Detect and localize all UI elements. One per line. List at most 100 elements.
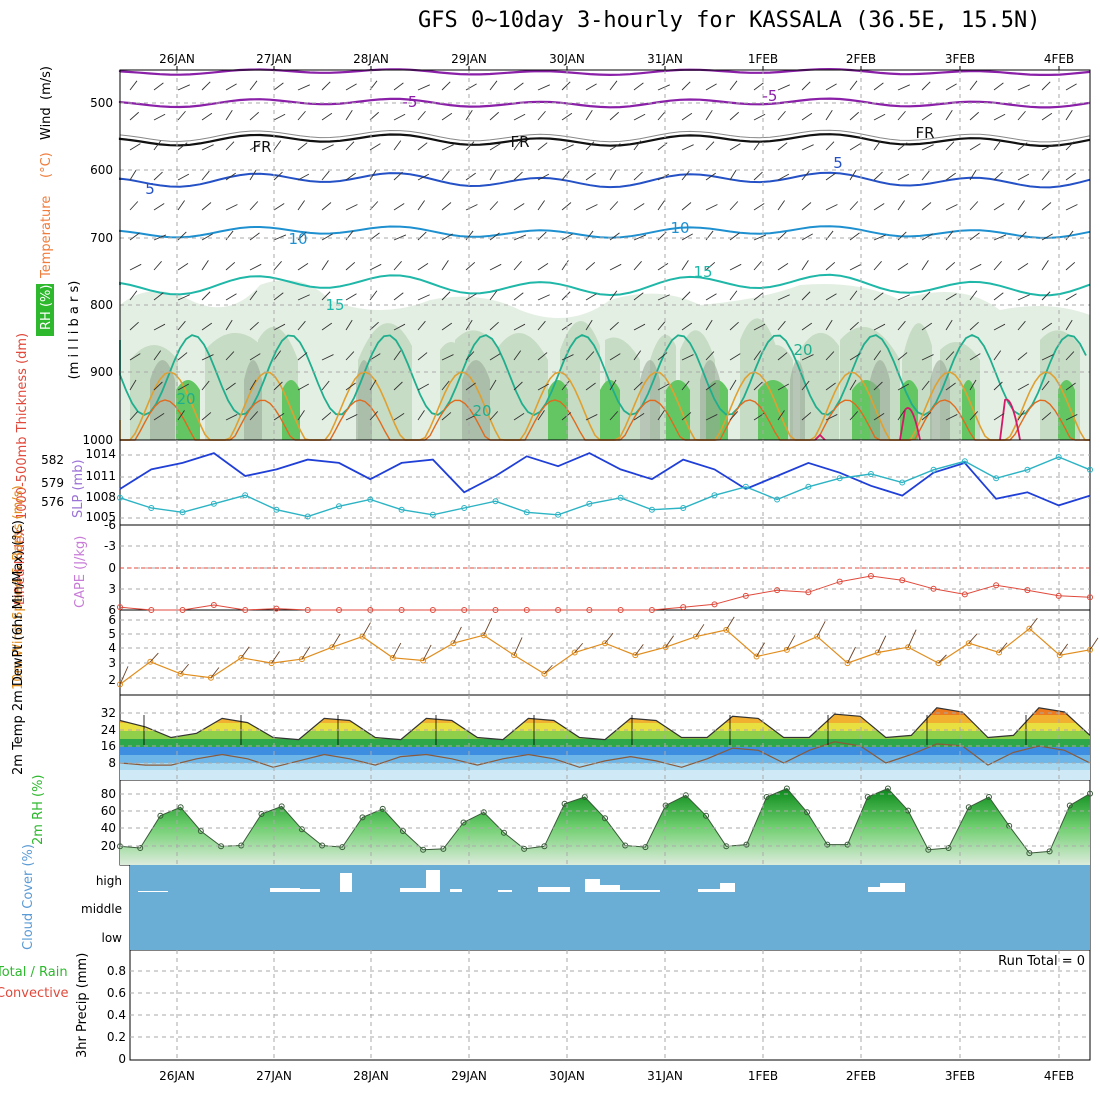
- wind10m-line-point: [965, 640, 972, 647]
- wind-barb: [681, 354, 694, 361]
- wind-barb: [489, 201, 499, 211]
- wind-barb: [753, 234, 767, 241]
- cloud-bar: [868, 887, 880, 892]
- wind-barb: [249, 201, 259, 211]
- wind-barb: [489, 232, 500, 241]
- wind-barb: [297, 410, 305, 421]
- lifted-index-line-point: [304, 607, 311, 613]
- wind-barb: [945, 293, 957, 301]
- wind-barb: [201, 412, 212, 421]
- pressure-axis-label: (m i l l i b a r s): [67, 281, 82, 380]
- wind-barb: [945, 319, 953, 331]
- wind-barb: [657, 262, 669, 271]
- wind10m-barb: [544, 664, 553, 675]
- thickness-line-point: [1024, 466, 1031, 473]
- wind-barb: [921, 260, 929, 271]
- wind-barb: [1065, 204, 1078, 211]
- wind-barb: [129, 201, 139, 211]
- wind-barb: [489, 80, 498, 91]
- lifted-index-line-point: [1087, 594, 1093, 601]
- wind-barb: [273, 140, 282, 151]
- temp-band: [120, 730, 1090, 739]
- wind-barb: [1065, 351, 1075, 361]
- rh-shading-dark: [700, 360, 720, 440]
- wind-barb: [537, 173, 550, 181]
- wind-barb: [681, 112, 693, 121]
- wind-barb: [969, 111, 979, 121]
- wind10m-line-point: [874, 649, 881, 656]
- wind-barb: [705, 172, 716, 181]
- temp-band: [120, 714, 1090, 723]
- wind-barb: [945, 351, 955, 361]
- wind-barb: [201, 322, 213, 331]
- temp-band: [120, 762, 1090, 771]
- wind-barb: [849, 290, 858, 301]
- lifted-index-line-point: [836, 578, 843, 585]
- wind10m-barb: [210, 667, 220, 679]
- precip-tick: 0.8: [107, 964, 126, 978]
- wind10m-barb: [847, 646, 856, 664]
- wind10m-barb: [695, 624, 705, 637]
- rh2m-line-point: [238, 842, 245, 849]
- wind-barb: [969, 80, 978, 91]
- wind-barb: [969, 232, 980, 241]
- thickness-line-point: [304, 513, 311, 520]
- wind-barb: [753, 381, 763, 391]
- wind-barb: [585, 293, 597, 301]
- thickness-line-point: [461, 505, 468, 511]
- rh2m-line-point: [622, 842, 629, 849]
- wind10m-barb: [392, 642, 402, 659]
- wind-barb: [297, 294, 310, 301]
- wind-barb: [177, 200, 185, 211]
- wind-barb: [801, 380, 810, 391]
- wind-barb: [489, 353, 501, 361]
- wind-barb: [657, 173, 670, 181]
- wind-barb: [609, 169, 617, 181]
- upper-air-ylabel-part: Wind: [39, 107, 54, 140]
- wind-barb: [513, 113, 526, 121]
- thickness-line-point: [492, 498, 499, 505]
- wind-barb: [849, 80, 858, 91]
- rh2m-line-point: [925, 846, 932, 853]
- cloud-bar: [498, 890, 512, 892]
- wind-barb: [777, 352, 788, 361]
- wind-barb: [681, 170, 690, 181]
- temp-band: [120, 770, 1090, 780]
- wind-barb: [801, 322, 813, 331]
- wind-barb: [945, 204, 958, 211]
- wind-barb: [705, 110, 713, 121]
- wind-barb: [561, 260, 569, 271]
- wind-barb: [657, 200, 665, 211]
- thickness-tick: 576: [41, 495, 64, 509]
- wind-barb: [345, 351, 355, 361]
- li-tick: 6: [108, 603, 116, 617]
- wind10m-line-point: [177, 670, 184, 677]
- x-tick-label-bottom: 27JAN: [256, 1069, 292, 1083]
- temp-tick: 24: [101, 723, 116, 737]
- wind-barb: [273, 292, 284, 301]
- rh2m-line-point: [884, 785, 891, 792]
- wind-barb: [537, 383, 550, 391]
- thickness-line-point: [1055, 454, 1062, 460]
- wind-barb: [873, 292, 884, 301]
- wind-barb: [921, 322, 933, 331]
- wind-barb: [849, 263, 862, 271]
- rh2m-line-point: [359, 814, 366, 821]
- wind10m-line-point: [935, 660, 942, 667]
- wind-barb: [489, 411, 499, 421]
- wind-barb: [369, 353, 381, 361]
- wind10m-line-point: [420, 657, 427, 664]
- wind-barb: [1017, 320, 1026, 331]
- wind-barb: [777, 410, 785, 421]
- wind-barb: [177, 110, 186, 121]
- wind-barb: [393, 413, 405, 421]
- wind-barb: [153, 171, 163, 181]
- rh-label-bg: [36, 284, 54, 336]
- wind-barb: [153, 323, 166, 331]
- wind-barb: [537, 110, 546, 121]
- wind-barb: [321, 322, 333, 331]
- wind-barb: [129, 290, 138, 301]
- isotherm-35: [814, 398, 1021, 441]
- wind-barb: [633, 292, 644, 301]
- wind-barb: [705, 83, 717, 91]
